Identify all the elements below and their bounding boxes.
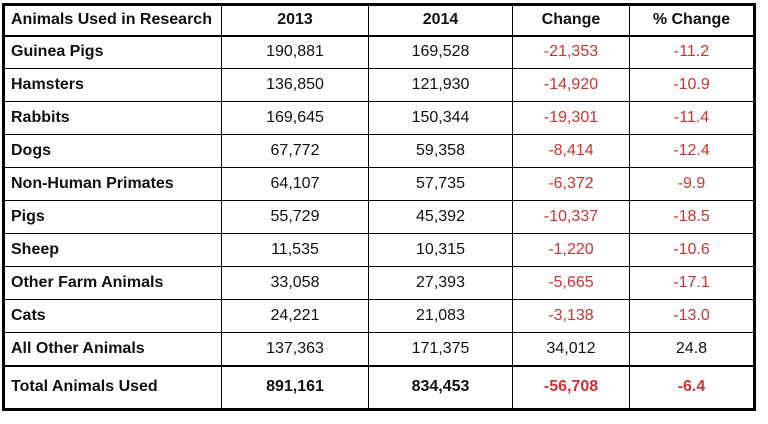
value-2014: 57,735: [368, 167, 513, 201]
value-change: -21,353: [512, 35, 630, 69]
value-2014: 150,344: [368, 101, 513, 135]
value-2013: 137,363: [221, 332, 369, 366]
table-row: Hamsters 136,850 121,930 -14,920 -10.9: [3, 68, 755, 102]
total-label: Total Animals Used: [3, 364, 222, 410]
total-pct-change: -6.4: [629, 364, 755, 410]
value-2014: 27,393: [368, 266, 513, 300]
value-2013: 33,058: [221, 266, 369, 300]
total-change: -56,708: [512, 364, 630, 410]
value-2013: 24,221: [221, 299, 369, 333]
row-label: Hamsters: [3, 68, 222, 102]
value-change: -5,665: [512, 266, 630, 300]
value-pct-change: -12.4: [629, 134, 755, 168]
value-pct-change: -13.0: [629, 299, 755, 333]
value-2013: 64,107: [221, 167, 369, 201]
value-change: -8,414: [512, 134, 630, 168]
row-label: Guinea Pigs: [3, 35, 222, 69]
row-label: Pigs: [3, 200, 222, 234]
value-2014: 21,083: [368, 299, 513, 333]
animals-research-table: Animals Used in Research 2013 2014 Chang…: [2, 3, 756, 411]
value-change: -1,220: [512, 233, 630, 267]
table-row: Other Farm Animals 33,058 27,393 -5,665 …: [3, 266, 755, 300]
row-label: Non-Human Primates: [3, 167, 222, 201]
table-row: Rabbits 169,645 150,344 -19,301 -11.4: [3, 101, 755, 135]
value-2013: 169,645: [221, 101, 369, 135]
value-pct-change: -10.9: [629, 68, 755, 102]
value-change: -10,337: [512, 200, 630, 234]
value-2013: 190,881: [221, 35, 369, 69]
table-row: All Other Animals 137,363 171,375 34,012…: [3, 332, 755, 366]
value-change: -3,138: [512, 299, 630, 333]
value-pct-change: -9.9: [629, 167, 755, 201]
table-row: Cats 24,221 21,083 -3,138 -13.0: [3, 299, 755, 333]
total-row: Total Animals Used 891,161 834,453 -56,7…: [3, 364, 755, 410]
value-pct-change: -10.6: [629, 233, 755, 267]
value-2014: 45,392: [368, 200, 513, 234]
header-2013: 2013: [221, 4, 369, 37]
value-change: 34,012: [512, 332, 630, 366]
table-row: Sheep 11,535 10,315 -1,220 -10.6: [3, 233, 755, 267]
value-change: -6,372: [512, 167, 630, 201]
header-2014: 2014: [368, 4, 513, 37]
value-2014: 59,358: [368, 134, 513, 168]
value-pct-change: -18.5: [629, 200, 755, 234]
table-row: Non-Human Primates 64,107 57,735 -6,372 …: [3, 167, 755, 201]
header-animals: Animals Used in Research: [3, 4, 222, 37]
row-label: Cats: [3, 299, 222, 333]
value-2014: 171,375: [368, 332, 513, 366]
row-label: Dogs: [3, 134, 222, 168]
row-label: All Other Animals: [3, 332, 222, 366]
header-pct-change: % Change: [629, 4, 755, 37]
row-label: Rabbits: [3, 101, 222, 135]
total-2013: 891,161: [221, 364, 369, 410]
value-2013: 11,535: [221, 233, 369, 267]
value-2014: 169,528: [368, 35, 513, 69]
value-2013: 136,850: [221, 68, 369, 102]
value-2013: 55,729: [221, 200, 369, 234]
row-label: Other Farm Animals: [3, 266, 222, 300]
header-change: Change: [512, 4, 630, 37]
row-label: Sheep: [3, 233, 222, 267]
value-pct-change: 24.8: [629, 332, 755, 366]
value-pct-change: -11.4: [629, 101, 755, 135]
header-row: Animals Used in Research 2013 2014 Chang…: [3, 4, 755, 37]
total-2014: 834,453: [368, 364, 513, 410]
table-row: Pigs 55,729 45,392 -10,337 -18.5: [3, 200, 755, 234]
table-row: Guinea Pigs 190,881 169,528 -21,353 -11.…: [3, 35, 755, 69]
value-change: -14,920: [512, 68, 630, 102]
value-2014: 121,930: [368, 68, 513, 102]
table-row: Dogs 67,772 59,358 -8,414 -12.4: [3, 134, 755, 168]
value-pct-change: -17.1: [629, 266, 755, 300]
value-2013: 67,772: [221, 134, 369, 168]
value-change: -19,301: [512, 101, 630, 135]
value-2014: 10,315: [368, 233, 513, 267]
value-pct-change: -11.2: [629, 35, 755, 69]
